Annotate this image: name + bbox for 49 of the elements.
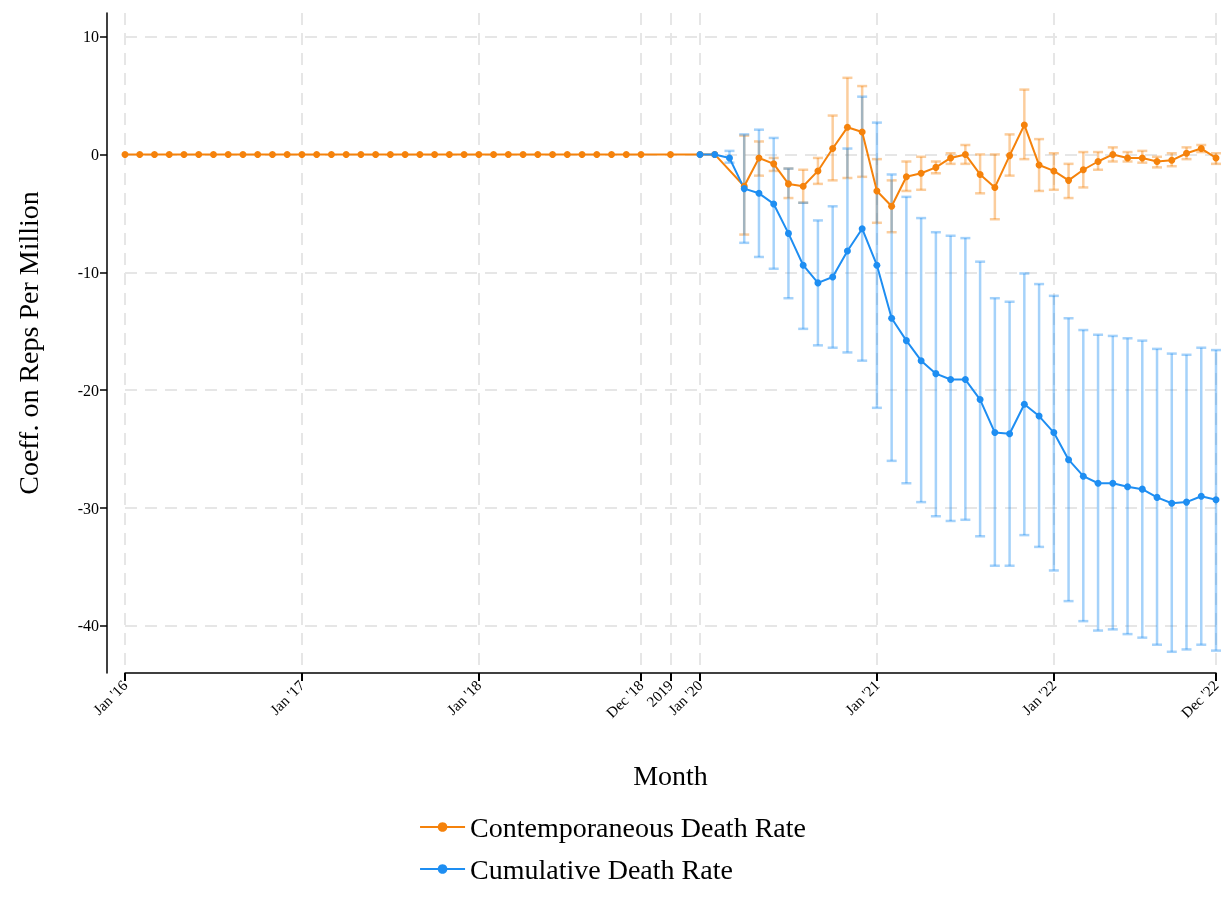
- point: [1109, 479, 1117, 487]
- point: [873, 261, 881, 269]
- point: [858, 225, 866, 233]
- point: [1168, 499, 1176, 507]
- point: [888, 314, 896, 322]
- x-tick-label: Dec '22: [1178, 677, 1222, 721]
- point: [902, 337, 910, 345]
- point: [755, 189, 763, 197]
- point: [961, 376, 969, 384]
- x-tick-label: Jan '21: [841, 677, 883, 718]
- point: [947, 376, 955, 384]
- point: [1183, 498, 1191, 506]
- y-tick-label: -10: [77, 263, 99, 281]
- point: [843, 247, 851, 255]
- point: [1124, 483, 1132, 491]
- y-tick-label: 0: [91, 145, 99, 163]
- point: [829, 273, 837, 281]
- x-axis-title: Month: [633, 759, 708, 791]
- point: [917, 357, 925, 365]
- y-tick-label: -40: [77, 617, 99, 635]
- x-tick-label: Jan '16: [90, 676, 132, 718]
- point: [1138, 485, 1146, 493]
- point: [1020, 400, 1028, 408]
- legend-label: Contemporaneous Death Rate: [470, 811, 806, 843]
- point: [1212, 496, 1220, 504]
- point: [1197, 492, 1205, 500]
- point: [784, 229, 792, 237]
- point: [932, 370, 940, 378]
- point: [976, 396, 984, 404]
- point: [1153, 493, 1161, 501]
- x-tick-label: Jan '22: [1018, 677, 1060, 718]
- point: [770, 200, 778, 208]
- point: [814, 279, 822, 287]
- legend-label: Cumulative Death Rate: [470, 853, 733, 885]
- point: [725, 154, 733, 162]
- y-axis-title: Coeff. on Reps Per Million: [12, 191, 44, 495]
- x-tick-label: Jan '17: [266, 676, 308, 718]
- point: [1065, 456, 1073, 464]
- point: [1079, 472, 1087, 480]
- point: [799, 261, 807, 269]
- y-tick-label: -20: [77, 381, 99, 399]
- point: [991, 429, 999, 437]
- x-tick-label: Dec '18: [603, 677, 647, 721]
- y-tick-label: -30: [77, 499, 99, 517]
- y-tick-label: 10: [83, 28, 99, 46]
- x-tick-label: Jan '18: [443, 677, 485, 718]
- point: [1050, 429, 1058, 437]
- point: [1094, 479, 1102, 487]
- point: [1006, 430, 1014, 438]
